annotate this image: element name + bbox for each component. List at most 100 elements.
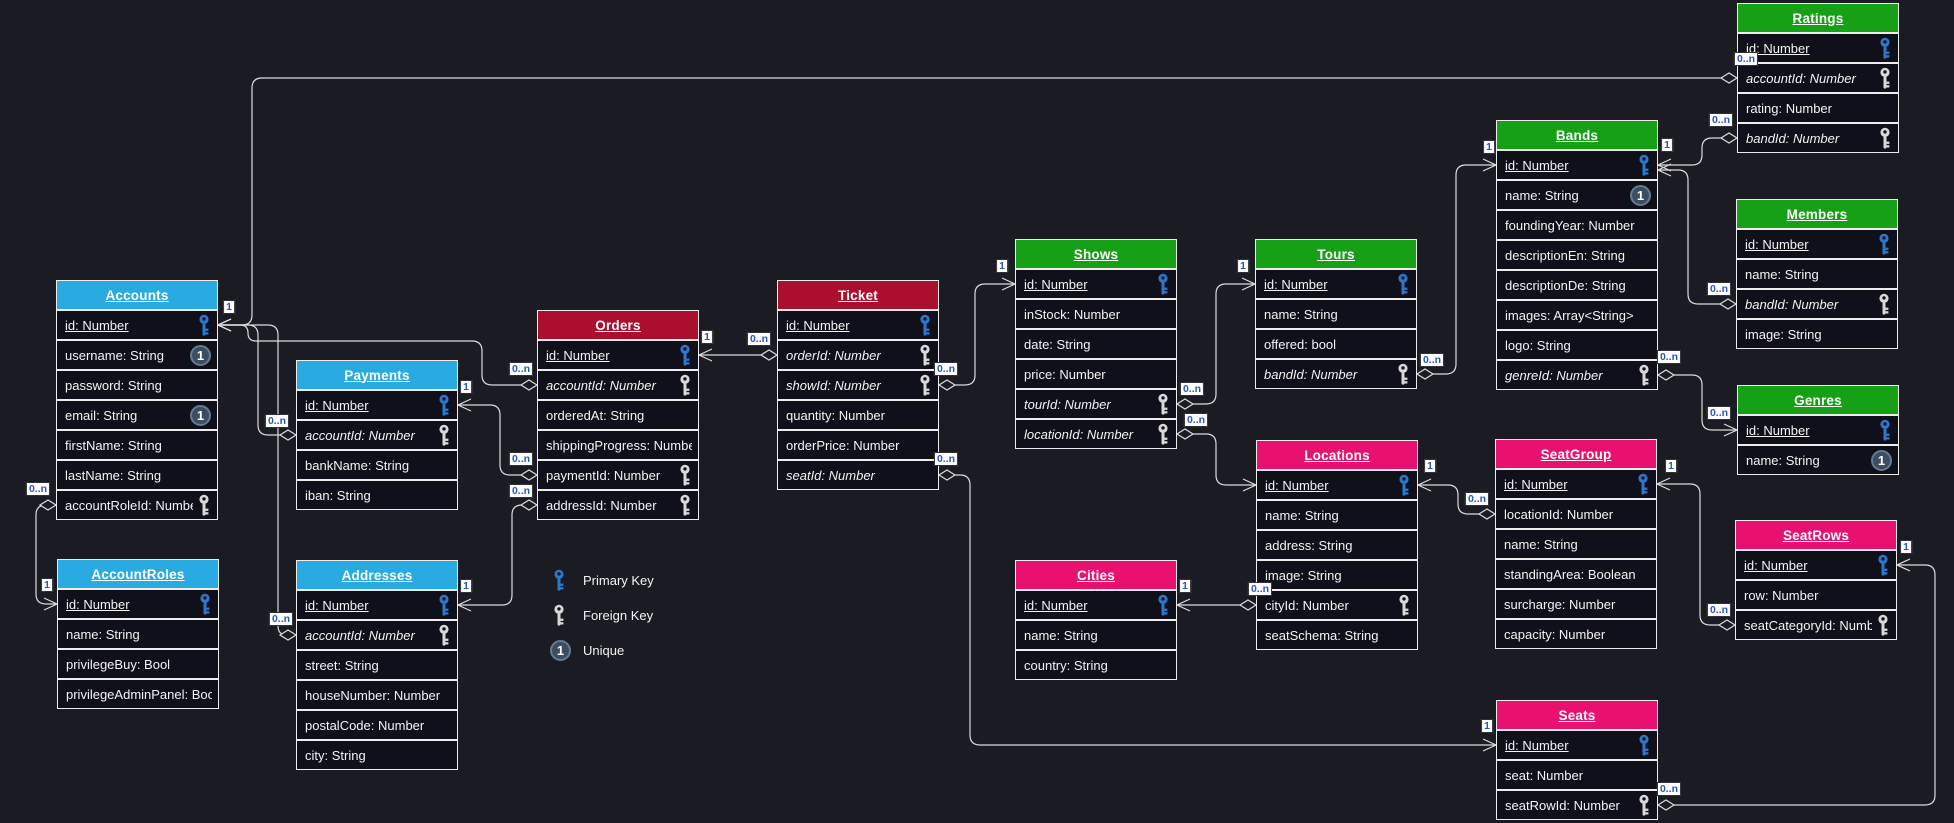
field-row-locationId[interactable]: locationId: Number <box>1495 499 1657 529</box>
field-row-id[interactable]: id: Number <box>57 589 219 619</box>
field-row-iban[interactable]: iban: String <box>296 480 458 510</box>
field-row-bankName[interactable]: bankName: String <box>296 450 458 480</box>
field-row-firstName[interactable]: firstName: String <box>56 430 218 460</box>
table-header[interactable]: AccountRoles <box>57 559 219 589</box>
table-Ratings[interactable]: Ratings id: Number accountId: Number rating… <box>1737 3 1899 153</box>
field-row-username[interactable]: username: String 1 <box>56 340 218 370</box>
field-row-images[interactable]: images: Array<String> <box>1496 300 1658 330</box>
field-row-id[interactable]: id: Number <box>1496 730 1658 760</box>
field-row-id[interactable]: id: Number <box>1737 415 1899 445</box>
table-Bands[interactable]: Bands id: Number name: String 1 foundingYear… <box>1496 120 1658 390</box>
table-header[interactable]: SeatGroup <box>1495 439 1657 469</box>
field-row-standingArea[interactable]: standingArea: Boolean <box>1495 559 1657 589</box>
field-row-bandId[interactable]: bandId: Number <box>1736 289 1898 319</box>
table-Payments[interactable]: Payments id: Number accountId: Number bankN… <box>296 360 458 510</box>
field-row-id[interactable]: id: Number <box>296 390 458 420</box>
field-row-seatId[interactable]: seatId: Number <box>777 460 939 490</box>
field-row-lastName[interactable]: lastName: String <box>56 460 218 490</box>
field-row-price[interactable]: price: Number <box>1015 359 1177 389</box>
field-row-genreId[interactable]: genreId: Number <box>1496 360 1658 390</box>
field-row-id[interactable]: id: Number <box>1736 229 1898 259</box>
table-Seats[interactable]: Seats id: Number seat: Number seatRowId: Nu… <box>1496 700 1658 820</box>
table-header[interactable]: Addresses <box>296 560 458 590</box>
field-row-city[interactable]: city: String <box>296 740 458 770</box>
field-row-date[interactable]: date: String <box>1015 329 1177 359</box>
field-row-name[interactable]: name: String <box>1255 299 1417 329</box>
field-row-logo[interactable]: logo: String <box>1496 330 1658 360</box>
field-row-id[interactable]: id: Number <box>1015 269 1177 299</box>
table-header[interactable]: Payments <box>296 360 458 390</box>
field-row-id[interactable]: id: Number <box>777 310 939 340</box>
field-row-name[interactable]: name: String <box>1736 259 1898 289</box>
field-row-orderPrice[interactable]: orderPrice: Number <box>777 430 939 460</box>
table-Cities[interactable]: Cities id: Number name: String country: Str… <box>1015 560 1177 680</box>
field-row-inStock[interactable]: inStock: Number <box>1015 299 1177 329</box>
table-header[interactable]: Members <box>1736 199 1898 229</box>
field-row-row[interactable]: row: Number <box>1735 580 1897 610</box>
field-row-id[interactable]: id: Number <box>1496 150 1658 180</box>
field-row-image[interactable]: image: String <box>1736 319 1898 349</box>
field-row-bandId[interactable]: bandId: Number <box>1737 123 1899 153</box>
field-row-privilegeBuy[interactable]: privilegeBuy: Bool <box>57 649 219 679</box>
field-row-name[interactable]: name: String <box>57 619 219 649</box>
field-row-accountId[interactable]: accountId: Number <box>296 420 458 450</box>
field-row-orderId[interactable]: orderId: Number <box>777 340 939 370</box>
table-AccountRoles[interactable]: AccountRoles id: Number name: String privil… <box>57 559 219 709</box>
field-row-email[interactable]: email: String 1 <box>56 400 218 430</box>
field-row-id[interactable]: id: Number <box>537 340 699 370</box>
field-row-name[interactable]: name: String <box>1495 529 1657 559</box>
field-row-postalCode[interactable]: postalCode: Number <box>296 710 458 740</box>
table-header[interactable]: Orders <box>537 310 699 340</box>
field-row-rating[interactable]: rating: Number <box>1737 93 1899 123</box>
field-row-id[interactable]: id: Number <box>1495 469 1657 499</box>
table-header[interactable]: Accounts <box>56 280 218 310</box>
table-Tours[interactable]: Tours id: Number name: String offered: bool… <box>1255 239 1417 389</box>
field-row-accountId[interactable]: accountId: Number <box>1737 63 1899 93</box>
field-row-country[interactable]: country: String <box>1015 650 1177 680</box>
table-Orders[interactable]: Orders id: Number accountId: Number ordered… <box>537 310 699 520</box>
field-row-seatSchema[interactable]: seatSchema: String <box>1256 620 1418 650</box>
field-row-id[interactable]: id: Number <box>56 310 218 340</box>
field-row-locationId[interactable]: locationId: Number <box>1015 419 1177 449</box>
table-header[interactable]: Cities <box>1015 560 1177 590</box>
table-SeatRows[interactable]: SeatRows id: Number row: Number seatCategor… <box>1735 520 1897 640</box>
field-row-seatCategoryId[interactable]: seatCategoryId: Number <box>1735 610 1897 640</box>
table-header[interactable]: Shows <box>1015 239 1177 269</box>
field-row-seatRowId[interactable]: seatRowId: Number <box>1496 790 1658 820</box>
table-Addresses[interactable]: Addresses id: Number accountId: Number stre… <box>296 560 458 770</box>
field-row-tourId[interactable]: tourId: Number <box>1015 389 1177 419</box>
table-header[interactable]: SeatRows <box>1735 520 1897 550</box>
table-SeatGroup[interactable]: SeatGroup id: Number locationId: Number nam… <box>1495 439 1657 649</box>
table-header[interactable]: Bands <box>1496 120 1658 150</box>
field-row-password[interactable]: password: String <box>56 370 218 400</box>
field-row-offered[interactable]: offered: bool <box>1255 329 1417 359</box>
field-row-paymentId[interactable]: paymentId: Number <box>537 460 699 490</box>
field-row-id[interactable]: id: Number <box>1255 269 1417 299</box>
field-row-seat[interactable]: seat: Number <box>1496 760 1658 790</box>
field-row-quantity[interactable]: quantity: Number <box>777 400 939 430</box>
field-row-houseNumber[interactable]: houseNumber: Number <box>296 680 458 710</box>
field-row-accountId[interactable]: accountId: Number <box>296 620 458 650</box>
table-Accounts[interactable]: Accounts id: Number username: String 1 passw… <box>56 280 218 520</box>
field-row-foundingYear[interactable]: foundingYear: Number <box>1496 210 1658 240</box>
field-row-street[interactable]: street: String <box>296 650 458 680</box>
field-row-address[interactable]: address: String <box>1256 530 1418 560</box>
table-header[interactable]: Seats <box>1496 700 1658 730</box>
table-header[interactable]: Ticket <box>777 280 939 310</box>
table-header[interactable]: Genres <box>1737 385 1899 415</box>
field-row-id[interactable]: id: Number <box>1015 590 1177 620</box>
field-row-id[interactable]: id: Number <box>296 590 458 620</box>
field-row-orderedAt[interactable]: orderedAt: String <box>537 400 699 430</box>
field-row-privilegeAdminPanel[interactable]: privilegeAdminPanel: Bool <box>57 679 219 709</box>
field-row-name[interactable]: name: String 1 <box>1737 445 1899 475</box>
field-row-name[interactable]: name: String <box>1256 500 1418 530</box>
table-Shows[interactable]: Shows id: Number inStock: Number date: Stri… <box>1015 239 1177 449</box>
field-row-descriptionDe[interactable]: descriptionDe: String <box>1496 270 1658 300</box>
field-row-surcharge[interactable]: surcharge: Number <box>1495 589 1657 619</box>
table-Members[interactable]: Members id: Number name: String bandId: Num… <box>1736 199 1898 349</box>
field-row-shippingProgress[interactable]: shippingProgress: Number <box>537 430 699 460</box>
field-row-addressId[interactable]: addressId: Number <box>537 490 699 520</box>
field-row-accountRoleId[interactable]: accountRoleId: Number <box>56 490 218 520</box>
table-header[interactable]: Ratings <box>1737 3 1899 33</box>
